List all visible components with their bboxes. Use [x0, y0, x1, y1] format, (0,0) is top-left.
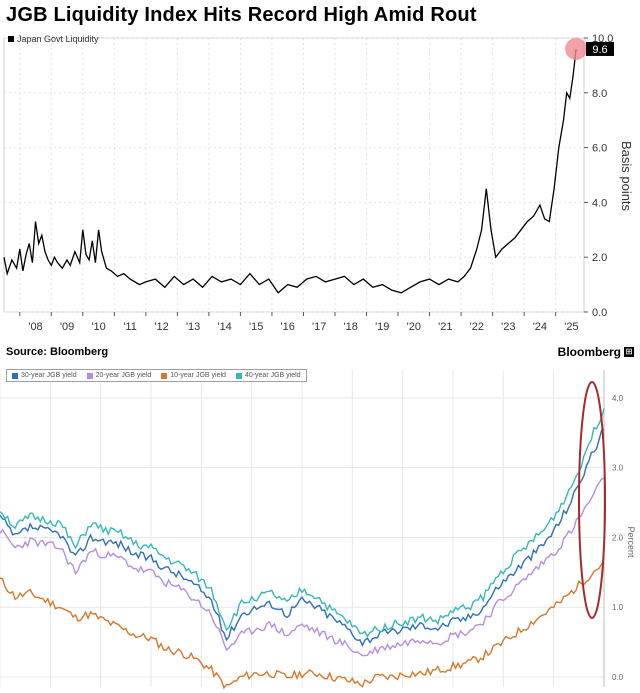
bloomberg-mark-icon: ⊞	[624, 347, 634, 357]
x-tick-label: '25	[564, 321, 578, 333]
chart-title: JGB Liquidity Index Hits Record High Ami…	[6, 4, 477, 26]
source-note: Source: Bloomberg	[6, 346, 109, 358]
x-tick-label: '16	[281, 321, 295, 333]
x-tick-label: '23	[501, 321, 515, 333]
bloomberg-logo: Bloomberg ⊞	[558, 345, 634, 359]
y-axis-title: Percent	[626, 526, 636, 558]
y-tick-label: 2.0	[612, 533, 624, 542]
x-tick-label: '09	[60, 321, 74, 333]
legend-item-10y: 10-year JGB yield	[161, 372, 226, 379]
legend-swatch-10y	[161, 372, 168, 379]
yield-10y-line	[0, 561, 605, 690]
legend-swatch-30y	[12, 372, 18, 379]
x-tick-label: '11	[123, 321, 137, 333]
legend-label-40y: 40-year JGB yield	[244, 372, 301, 379]
x-tick-label: '20	[407, 321, 421, 333]
brand-text: Bloomberg	[557, 345, 621, 359]
x-tick-label: '13	[186, 321, 200, 333]
x-tick-label: '22	[470, 321, 484, 333]
x-tick-label: '12	[154, 321, 168, 333]
legend-label-10y: 10-year JGB yield	[170, 372, 226, 379]
legend-swatch	[8, 36, 14, 42]
jgb-yield-chart: 0.0 1.0 2.0 3.0 4.0 Percent	[0, 362, 640, 693]
legend-swatch-20y	[86, 372, 93, 379]
x-tick-label: '17	[312, 321, 326, 333]
y-tick-label: 6.0	[592, 143, 607, 155]
last-value-box	[586, 41, 614, 56]
y-tick-label: 0.0	[592, 307, 607, 319]
y-tick-label: 3.0	[612, 464, 624, 473]
x-tick-label: '18	[344, 321, 358, 333]
y-tick-label: 4.0	[592, 197, 607, 209]
x-tick-label: '10	[91, 321, 105, 333]
x-tick-label: '14	[217, 321, 231, 333]
legend-item-40y: 40-year JGB yield	[235, 372, 301, 379]
plot-frame	[3, 37, 585, 313]
surge-highlight-ellipse	[578, 381, 606, 619]
legend-swatch-40y	[235, 372, 242, 379]
y-tick-label: 2.0	[592, 252, 607, 264]
y-tick-label: 1.0	[612, 603, 624, 612]
last-value-label: 9.6	[592, 44, 607, 56]
x-tick-label: '08	[28, 321, 42, 333]
y-tick-label: 0.0	[612, 673, 624, 682]
record-high-marker	[565, 37, 588, 60]
legend-label: Japan Govt Liquidity	[17, 34, 99, 44]
x-tick-label: '24	[533, 321, 547, 333]
x-tick-label: '19	[375, 321, 389, 333]
legend-item-30y: 30-year JGB yield	[12, 372, 77, 379]
yield-20y-line	[0, 477, 605, 657]
yield-40y-line	[0, 408, 605, 638]
plot-background	[0, 362, 640, 693]
yield-legend: 30-year JGB yield 20-year JGB yield 10-y…	[6, 369, 307, 382]
y-axis-title: Basis points	[619, 141, 634, 212]
liquidity-series-line	[3, 48, 577, 294]
legend-item-20y: 20-year JGB yield	[86, 372, 152, 379]
legend-label-20y: 20-year JGB yield	[95, 372, 152, 379]
yield-30y-line	[0, 428, 605, 647]
y-tick-label: 8.0	[592, 88, 607, 100]
x-tick-label: '21	[438, 321, 452, 333]
x-tick-label: '15	[249, 321, 263, 333]
y-tick-label: 4.0	[612, 394, 624, 403]
legend-label-30y: 30-year JGB yield	[21, 372, 77, 379]
liquidity-chart: 0.02.04.06.08.010.0'08'09'10'11'12'13'14…	[3, 33, 634, 333]
